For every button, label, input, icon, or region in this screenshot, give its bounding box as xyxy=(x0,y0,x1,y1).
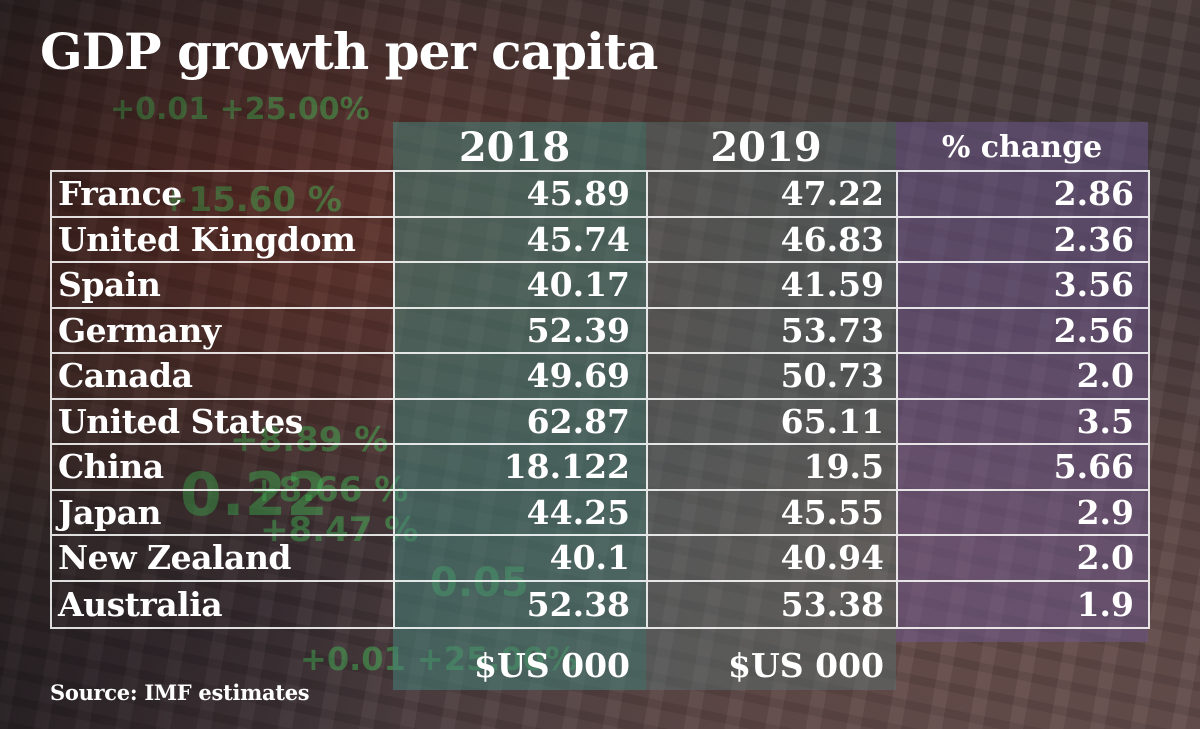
background-ticker-decoration: +8.47 % xyxy=(260,510,418,550)
value-2018-cell: 52.38 xyxy=(395,581,648,627)
country-cell: Japan xyxy=(52,490,395,534)
value-2018-cell: 52.39 xyxy=(395,308,648,352)
table-row: Germany 52.39 53.73 2.56 xyxy=(52,308,1150,354)
table-row: Canada 49.69 50.73 2.0 xyxy=(52,354,1150,400)
country-cell: Germany xyxy=(52,308,395,352)
value-2019-cell: 53.38 xyxy=(648,581,898,627)
change-cell: 2.36 xyxy=(898,217,1150,261)
value-2019-cell: 40.94 xyxy=(648,536,898,580)
background-shade xyxy=(0,0,400,729)
change-cell: 3.56 xyxy=(898,263,1150,307)
value-2019-cell: 45.55 xyxy=(648,490,898,534)
value-2019-cell: 50.73 xyxy=(648,354,898,398)
table-row: France 45.89 47.22 2.86 xyxy=(52,172,1150,218)
value-2019-cell: 65.11 xyxy=(648,399,898,443)
change-cell: 2.0 xyxy=(898,354,1150,398)
value-2019-cell: 46.83 xyxy=(648,217,898,261)
table-row: Japan 44.25 45.55 2.9 xyxy=(52,490,1150,536)
country-cell: Spain xyxy=(52,263,395,307)
country-cell: China xyxy=(52,445,395,489)
table-row: Australia 52.38 53.38 1.9 xyxy=(52,581,1150,629)
change-cell: 3.5 xyxy=(898,399,1150,443)
value-2019-cell: 47.22 xyxy=(648,172,898,216)
data-table: France 45.89 47.22 2.86 United Kingdom 45.74 4… xyxy=(50,170,1150,629)
change-cell: 2.86 xyxy=(898,172,1150,216)
column-header-2019: 2019 xyxy=(710,124,822,171)
value-2018-cell: 44.25 xyxy=(395,490,648,534)
value-2019-cell: 53.73 xyxy=(648,308,898,352)
value-2018-cell: 62.87 xyxy=(395,399,648,443)
value-2018-cell: 49.69 xyxy=(395,354,648,398)
background-ticker-decoration: +0.01 +25.00% xyxy=(110,92,370,127)
table-row: Spain 40.17 41.59 3.56 xyxy=(52,263,1150,309)
country-cell: France xyxy=(52,172,395,216)
country-cell: United Kingdom xyxy=(52,217,395,261)
change-cell: 2.9 xyxy=(898,490,1150,534)
value-2018-cell: 45.74 xyxy=(395,217,648,261)
change-cell: 1.9 xyxy=(898,581,1150,627)
column-header-2018: 2018 xyxy=(458,124,571,171)
value-2018-cell: 45.89 xyxy=(395,172,648,216)
value-2019-cell: 41.59 xyxy=(648,263,898,307)
unit-label-2018: $US 000 xyxy=(474,646,630,685)
chart-title: GDP growth per capita xyxy=(40,22,658,81)
unit-label-2019: $US 000 xyxy=(728,646,884,685)
country-cell: United States xyxy=(52,399,395,443)
source-note: Source: IMF estimates xyxy=(50,680,310,705)
value-2018-cell: 40.1 xyxy=(395,536,648,580)
table-row: China 18.122 19.5 5.66 xyxy=(52,445,1150,491)
change-cell: 2.0 xyxy=(898,536,1150,580)
value-2018-cell: 40.17 xyxy=(395,263,648,307)
change-cell: 2.56 xyxy=(898,308,1150,352)
value-2019-cell: 19.5 xyxy=(648,445,898,489)
table-row: United States 62.87 65.11 3.5 xyxy=(52,399,1150,445)
background-ticker-decoration: 0.22 xyxy=(180,460,328,530)
country-cell: New Zealand xyxy=(52,536,395,580)
column-highlight-change xyxy=(896,122,1148,642)
table-row: United Kingdom 45.74 46.83 2.36 xyxy=(52,217,1150,263)
background-ticker-decoration: +8.89 % xyxy=(230,420,388,460)
country-cell: Canada xyxy=(52,354,395,398)
column-header-change: % change xyxy=(941,130,1103,165)
table-row: New Zealand 40.1 40.94 2.0 xyxy=(52,536,1150,582)
background-ticker-decoration: +15.60 % xyxy=(160,180,342,220)
value-2018-cell: 18.122 xyxy=(395,445,648,489)
change-cell: 5.66 xyxy=(898,445,1150,489)
country-cell: Australia xyxy=(52,581,395,627)
